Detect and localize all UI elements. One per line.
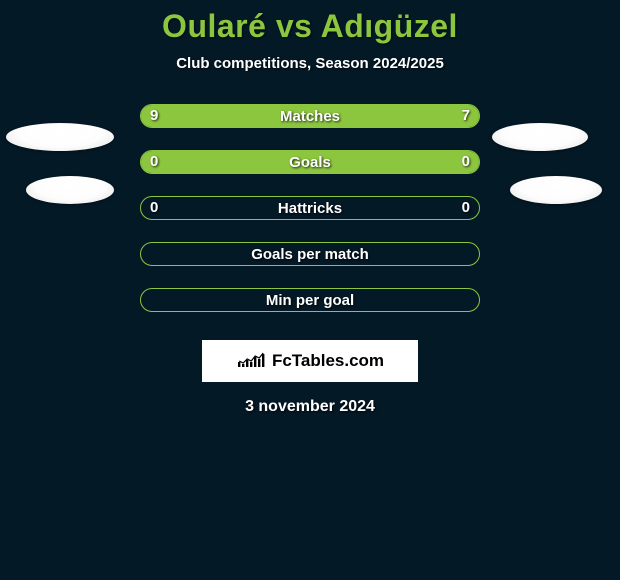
stat-value-left: 9 <box>150 107 158 124</box>
stat-label: Goals per match <box>141 246 479 263</box>
decorative-ellipse <box>26 176 114 204</box>
decorative-ellipse <box>510 176 602 204</box>
stat-label: Goals <box>141 154 479 171</box>
decorative-ellipse <box>6 123 114 151</box>
stat-value-right: 0 <box>462 199 470 216</box>
stat-value-right: 0 <box>462 153 470 170</box>
stat-row: Goals per match <box>0 238 620 284</box>
subtitle: Club competitions, Season 2024/2025 <box>0 55 620 72</box>
stat-label: Matches <box>141 108 479 125</box>
stat-label: Min per goal <box>141 292 479 309</box>
fctables-logo: FcTables.com <box>202 340 418 382</box>
stat-row: Min per goal <box>0 284 620 330</box>
comparison-card: Oularé vs Adıgüzel Club competitions, Se… <box>0 0 620 580</box>
snapshot-date: 3 november 2024 <box>0 398 620 416</box>
stat-value-left: 0 <box>150 153 158 170</box>
logo-chart-icon <box>236 350 266 373</box>
stat-bar: Hattricks <box>140 196 480 220</box>
stat-bar: Goals <box>140 150 480 174</box>
page-title: Oularé vs Adıgüzel <box>0 8 620 45</box>
stat-bar: Matches <box>140 104 480 128</box>
stat-bar: Min per goal <box>140 288 480 312</box>
stat-label: Hattricks <box>141 200 479 217</box>
stat-value-right: 7 <box>462 107 470 124</box>
stat-bar: Goals per match <box>140 242 480 266</box>
decorative-ellipse <box>492 123 588 151</box>
logo-text: FcTables.com <box>272 351 384 371</box>
stat-value-left: 0 <box>150 199 158 216</box>
